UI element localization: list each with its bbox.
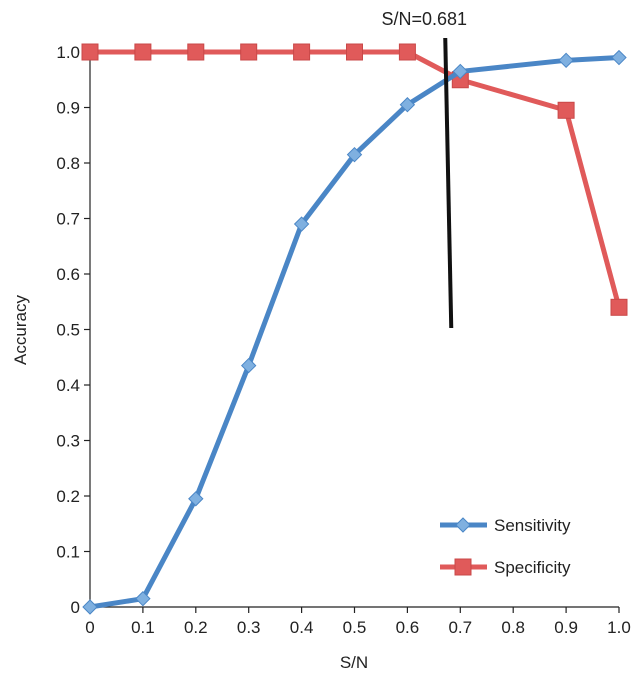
series-layer [81, 43, 628, 615]
y-tick-label: 0.9 [56, 99, 80, 118]
specificity-point [398, 43, 416, 61]
sensitivity-point [558, 52, 574, 69]
x-tick-label: 0 [85, 618, 94, 637]
specificity-point [81, 43, 99, 61]
y-tick-label: 1.0 [56, 43, 80, 62]
x-axis-title: S/N [340, 653, 368, 672]
legend-item-sensitivity: Sensitivity [440, 516, 571, 535]
sensitivity-point [82, 599, 98, 615]
x-tick-label: 0.2 [184, 618, 208, 637]
sensitivity-point [135, 590, 151, 607]
specificity-point [293, 43, 311, 61]
y-tick-label: 0.3 [56, 432, 80, 451]
sensitivity-point [611, 49, 627, 66]
specificity-point [240, 43, 258, 61]
sensitivity-point [399, 97, 416, 113]
x-tick-label: 0.5 [343, 618, 367, 637]
sensitivity-point [346, 146, 363, 163]
specificity-point [610, 298, 628, 316]
y-ticks: 0 0.1 0.2 0.3 0.4 0.5 0.6 0.7 0.8 0.9 1.0 [56, 43, 90, 617]
x-tick-label: 0.8 [501, 618, 525, 637]
y-tick-label: 0.7 [56, 210, 80, 229]
series-specificity [81, 43, 628, 316]
threshold-label: S/N=0.681 [381, 9, 467, 29]
specificity-point [134, 43, 152, 61]
legend-item-specificity: Specificity [440, 558, 571, 577]
specificity-point [557, 101, 575, 119]
x-tick-label: 0.3 [237, 618, 261, 637]
x-tick-label: 0.1 [131, 618, 155, 637]
y-tick-label: 0.5 [56, 321, 80, 340]
specificity-point [187, 43, 205, 61]
sensitivity-point [452, 63, 469, 80]
legend-swatch-marker [454, 558, 472, 576]
specificity-point [346, 43, 363, 61]
legend-swatch-marker [455, 517, 471, 533]
y-tick-label: 0.1 [56, 543, 80, 562]
x-tick-label: 1.0 [607, 618, 631, 637]
sensitivity-point [240, 357, 257, 374]
y-tick-label: 0 [71, 598, 80, 617]
y-tick-label: 0.2 [56, 487, 80, 506]
legend-label: Specificity [494, 558, 571, 577]
sensitivity-point [188, 491, 204, 507]
y-tick-label: 0.8 [56, 154, 80, 173]
legend-label: Sensitivity [494, 516, 571, 535]
legend: Sensitivity Specificity [440, 516, 571, 577]
y-tick-label: 0.4 [56, 376, 80, 395]
y-tick-label: 0.6 [56, 265, 80, 284]
x-tick-label: 0.4 [290, 618, 314, 637]
sensitivity-line [89, 55, 620, 610]
threshold-line [443, 37, 454, 329]
y-axis-title: Accuracy [11, 295, 30, 365]
x-tick-label: 0.7 [448, 618, 472, 637]
x-ticks: 0 0.1 0.2 0.3 0.4 0.5 0.6 0.7 0.8 0.9 1.0 [85, 607, 631, 637]
series-sensitivity [82, 49, 627, 615]
x-tick-label: 0.9 [554, 618, 578, 637]
sensitivity-point [293, 216, 310, 232]
x-tick-label: 0.6 [396, 618, 420, 637]
specificity-line [90, 49, 622, 308]
